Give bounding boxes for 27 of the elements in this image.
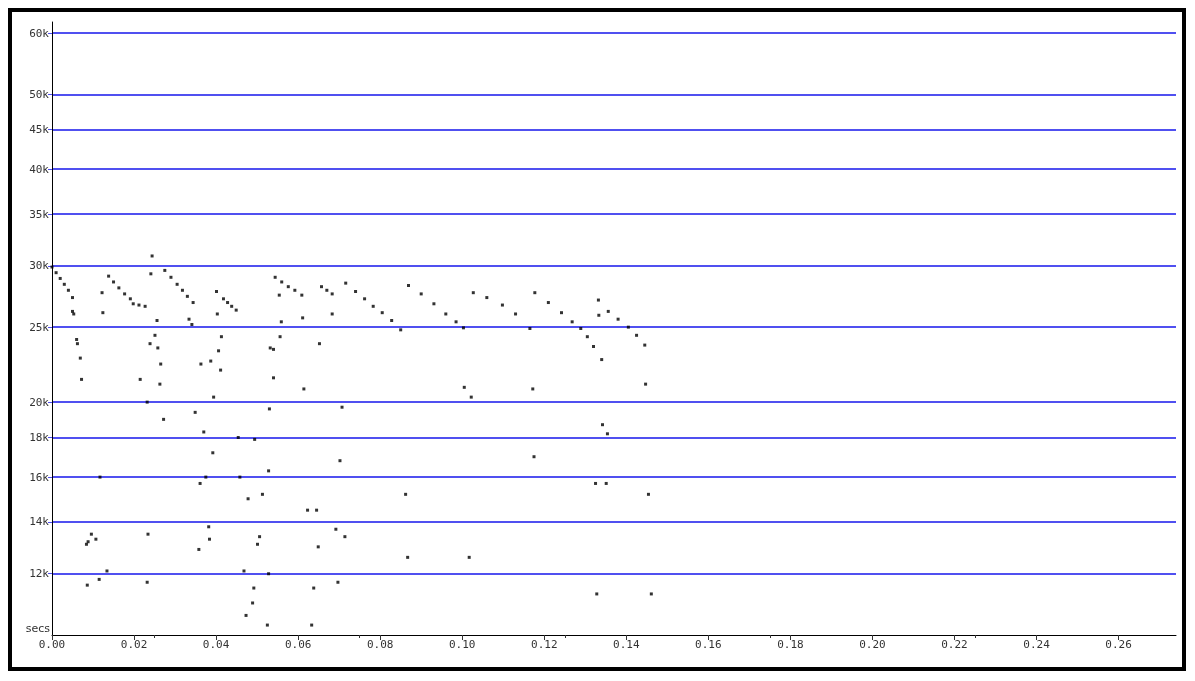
y-tick-label: 45k [29, 123, 50, 137]
y-tick-label: 12k [29, 567, 50, 581]
x-tick-label: 0.20 [859, 638, 886, 651]
y-tick-label: 40k [29, 162, 50, 176]
x-tick-label: 0.26 [1105, 638, 1132, 651]
y-tick-label: 50k [29, 87, 50, 101]
y-tick-label: 14k [29, 515, 50, 529]
y-tick-label: 35k [29, 207, 50, 221]
x-tick-label: 0.12 [531, 638, 558, 651]
x-tick-label: 0.18 [777, 638, 804, 651]
x-tick-label: 0.08 [366, 638, 394, 651]
x-axis-title: secs [25, 622, 51, 635]
y-tick-label: 16k [29, 470, 50, 484]
y-tick-label: 18k [29, 431, 50, 445]
x-tick-label: 0.22 [941, 638, 968, 651]
x-tick-label: 0.24 [1023, 638, 1051, 651]
y-tick-label: 25k [29, 320, 50, 334]
x-tick-label: 0.04 [202, 638, 230, 651]
x-tick-label: 0.10 [448, 638, 476, 651]
x-tick-label: 0.16 [695, 638, 722, 651]
y-tick-label: 20k [29, 395, 50, 409]
y-tick-label: 60k [29, 26, 50, 40]
y-tick-label: 30k [29, 259, 50, 273]
x-tick-label: 0.00 [38, 638, 66, 651]
x-tick-label: 0.02 [120, 638, 148, 651]
x-tick-label: 0.14 [613, 638, 640, 651]
x-tick-label: 0.06 [284, 638, 312, 651]
